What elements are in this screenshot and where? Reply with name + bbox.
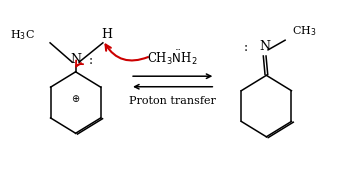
Text: :: :: [244, 41, 248, 54]
Text: Proton transfer: Proton transfer: [129, 96, 216, 106]
Text: N: N: [70, 53, 81, 66]
Text: CH$_3\ddot{\rm N}$H$_2$: CH$_3\ddot{\rm N}$H$_2$: [147, 48, 198, 67]
Text: H: H: [101, 28, 112, 41]
Text: :: :: [89, 54, 93, 67]
Text: CH$_3$: CH$_3$: [292, 24, 316, 38]
Text: N: N: [259, 40, 270, 53]
Text: ⊕: ⊕: [71, 94, 80, 104]
Text: H$_3$C: H$_3$C: [10, 28, 35, 42]
